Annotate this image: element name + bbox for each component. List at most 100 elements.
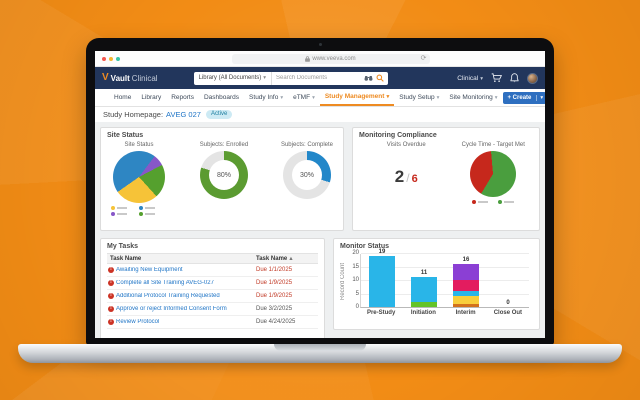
nav-item-study-setup[interactable]: Study Setup xyxy=(394,89,444,106)
zoom-window-button[interactable] xyxy=(116,56,120,61)
task-link[interactable]: Awaiting New Equipment xyxy=(116,267,183,273)
nav-item-study-info[interactable]: Study Info xyxy=(244,89,288,106)
dashboard-content: Site Status Site Status Subjects: Enroll… xyxy=(95,122,545,338)
panel-title: Site Status xyxy=(107,132,144,139)
nav-item-reports[interactable]: Reports xyxy=(171,94,194,101)
legend-dot-icon xyxy=(139,212,143,216)
legend-label-placeholder xyxy=(504,201,515,203)
monitoring-compliance-panel: Monitoring Compliance Visits Overdue 2 /… xyxy=(352,127,540,231)
bar-segment xyxy=(453,263,479,281)
library-scope-dropdown[interactable]: Library (All Documents) xyxy=(194,71,273,85)
chart-title: Cycle Time - Target Met xyxy=(461,142,525,148)
create-dropdown-caret[interactable]: ▾ xyxy=(536,94,545,101)
bar-stack xyxy=(369,255,395,307)
task-link[interactable]: Review Protocol xyxy=(116,319,160,325)
legend-item xyxy=(139,206,167,210)
bar-chart-plot: 0 5 10 15 20 19 11 16 0 xyxy=(352,249,529,310)
x-axis-label: Initiation xyxy=(410,310,436,316)
brand-vault: Vault xyxy=(110,73,130,83)
search-input[interactable]: Search Documents xyxy=(276,75,328,81)
x-axis-label: Interim xyxy=(455,310,476,316)
overdue-alert-icon xyxy=(108,267,114,273)
bar-value-label: 19 xyxy=(378,248,386,255)
app-switcher-dropdown[interactable]: Clinical xyxy=(457,75,483,82)
status-badge: Active xyxy=(205,110,233,119)
site-status-panel: Site Status Site Status Subjects: Enroll… xyxy=(100,127,344,231)
nav-item-dashboards[interactable]: Dashboards xyxy=(203,94,240,101)
legend-label-placeholder xyxy=(145,213,155,215)
minimize-window-button[interactable] xyxy=(109,56,113,61)
grid-line xyxy=(361,280,529,281)
bar-segment xyxy=(411,301,437,307)
donut-center-label: 30% xyxy=(291,160,322,190)
create-split-button[interactable]: + Create ▾ xyxy=(502,91,545,104)
task-link[interactable]: Approve or reject Informed Consent Form xyxy=(116,306,227,312)
tasks-table-header: Task Name Task Name ▲ xyxy=(107,253,318,264)
legend-dot-icon xyxy=(139,206,143,210)
create-button-label[interactable]: + Create xyxy=(507,94,532,101)
y-axis-label: Record Count xyxy=(340,262,346,300)
user-avatar[interactable] xyxy=(527,72,538,84)
nav-item-study-management[interactable]: Study Management xyxy=(319,89,395,106)
bar-segment xyxy=(453,296,479,305)
overdue-alert-icon xyxy=(108,280,114,286)
bar-stack xyxy=(411,277,437,307)
legend-item xyxy=(111,206,139,210)
cart-icon[interactable] xyxy=(491,73,502,83)
search-icon[interactable] xyxy=(376,74,384,82)
panel-title: Monitoring Compliance xyxy=(359,132,437,139)
bar-value-label: 0 xyxy=(506,300,510,306)
close-window-button[interactable] xyxy=(102,56,106,61)
nav-item-home[interactable]: Home xyxy=(114,94,132,101)
nav-item-library[interactable]: Library xyxy=(141,94,162,101)
cycle-time-pie-chart xyxy=(470,151,517,197)
page-title-row: Study Homepage: AVEG 027 Active xyxy=(95,107,545,122)
bar-segment xyxy=(411,277,437,302)
task-due-date: Due 3/2/2025 xyxy=(256,306,293,312)
monitor-status-bar-chart: Record Count 0 5 10 15 20 19 11 16 0 Pre-Study In… xyxy=(340,249,533,316)
task-link[interactable]: Complete all Site Training AVEG-027 xyxy=(116,280,214,286)
bar-segment xyxy=(453,280,479,291)
cycle-time-legend xyxy=(472,200,515,204)
page-title: Study Homepage: xyxy=(103,110,164,119)
site-status-legend xyxy=(111,206,167,216)
table-row: Approve or reject Informed Consent Form … xyxy=(107,303,318,316)
app-header: V Vault Clinical Library (All Documents)… xyxy=(95,67,545,89)
donut-center-label: 80% xyxy=(208,160,239,190)
monitor-status-panel: Monitor Status Record Count 0 5 10 15 20 19 11… xyxy=(333,238,540,330)
nav-item-site-monitoring[interactable]: Site Monitoring xyxy=(444,89,502,106)
overdue-alert-icon xyxy=(108,293,114,299)
legend-label-placeholder xyxy=(117,213,127,215)
x-axis-labels: Pre-Study Initiation Interim Close Out xyxy=(360,310,529,316)
bell-icon[interactable] xyxy=(510,73,519,83)
column-header-label: Task Name xyxy=(256,255,288,262)
table-row: Awaiting New Equipment Due 1/1/2025 xyxy=(107,264,318,277)
y-tick-label: 5 xyxy=(355,290,359,297)
study-link[interactable]: AVEG 027 xyxy=(166,110,201,119)
browser-window: www.veeva.com ⟳ V Vault Clinical Library… xyxy=(95,51,545,338)
refresh-icon[interactable]: ⟳ xyxy=(420,54,427,62)
grid-line xyxy=(361,266,529,268)
nav-item-etmf[interactable]: eTMF xyxy=(288,89,320,106)
veeva-v-icon: V xyxy=(102,72,109,83)
binoculars-icon[interactable] xyxy=(364,75,373,81)
overdue-alert-icon xyxy=(108,306,114,312)
x-axis-label: Pre-Study xyxy=(366,310,396,316)
y-tick-label: 0 xyxy=(355,304,359,310)
y-tick-label: 10 xyxy=(352,277,359,283)
panel-title: My Tasks xyxy=(107,243,138,250)
chart-title: Subjects: Complete xyxy=(280,142,333,148)
browser-chrome: www.veeva.com ⟳ xyxy=(95,51,545,67)
webcam-icon xyxy=(319,43,322,46)
bar-stack xyxy=(453,263,479,307)
vault-clinical-logo: V Vault Clinical xyxy=(102,73,158,83)
column-header-due[interactable]: Task Name ▲ xyxy=(256,256,318,262)
table-row: Additional Protocol Training Requested D… xyxy=(107,290,318,303)
address-bar[interactable]: www.veeva.com ⟳ xyxy=(231,53,430,64)
y-tick-label: 20 xyxy=(352,250,359,256)
column-header-task-name[interactable]: Task Name xyxy=(110,255,142,262)
overdue-alert-icon xyxy=(108,319,114,325)
bar-interim: 16 xyxy=(449,254,483,307)
task-link[interactable]: Additional Protocol Training Requested xyxy=(116,293,220,299)
